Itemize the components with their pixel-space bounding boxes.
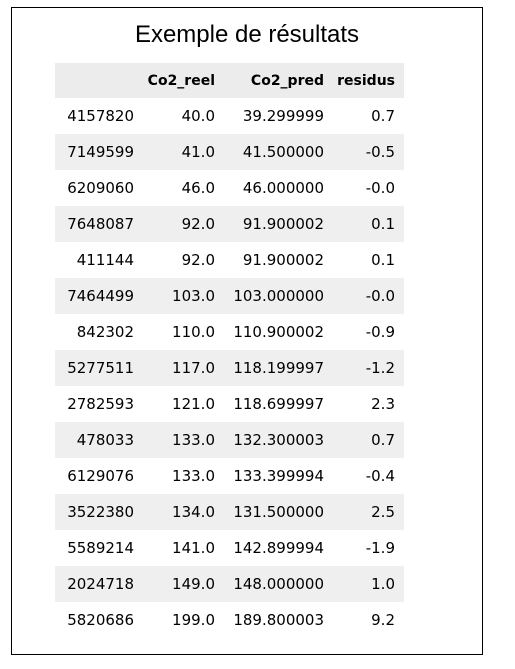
figure-title: Exemple de résultats (134, 21, 360, 48)
residus-cell: 0.7 (371, 431, 395, 449)
co2-pred-cell: 46.000000 (242, 179, 324, 197)
co2-pred-cell: 91.900002 (242, 251, 324, 269)
row-index-cell: 4157820 (67, 107, 134, 125)
residus-cell: 0.7 (371, 107, 395, 125)
row-index-cell: 478033 (76, 431, 134, 449)
row-index-cell: 7464499 (67, 287, 134, 305)
table-row: 7149599 41.0 41.500000 -0.5 (55, 134, 404, 170)
residus-cell: 1.0 (371, 575, 395, 593)
table-row: 6209060 46.0 46.000000 -0.0 (55, 170, 404, 206)
co2-pred-cell: 131.500000 (233, 503, 324, 521)
co2-pred-cell: 118.699997 (233, 395, 324, 413)
table-row: 842302 110.0 110.900002 -0.9 (55, 314, 404, 350)
row-index-cell: 5277511 (67, 359, 134, 377)
co2-pred-cell: 133.399994 (233, 467, 324, 485)
table-row: 6129076 133.0 133.399994 -0.4 (55, 458, 404, 494)
row-index-cell: 7149599 (67, 143, 134, 161)
co2-pred-cell: 39.299999 (242, 107, 324, 125)
row-index-cell: 411144 (76, 251, 134, 269)
co2-pred-cell: 91.900002 (242, 215, 324, 233)
row-index-cell: 7648087 (67, 215, 134, 233)
residus-cell: 2.3 (371, 395, 395, 413)
co2-pred-cell: 132.300003 (233, 431, 324, 449)
co2-reel-cell: 110.0 (172, 323, 215, 341)
row-index-cell: 2782593 (67, 395, 134, 413)
co2-pred-cell: 189.800003 (233, 611, 324, 629)
row-index-cell: 5820686 (67, 611, 134, 629)
co2-reel-cell: 134.0 (172, 503, 215, 521)
table-row: 5589214 141.0 142.899994 -1.9 (55, 530, 404, 566)
residus-cell: -0.5 (365, 143, 395, 161)
table-header-row: Co2_reel Co2_pred residus (55, 63, 404, 98)
residus-cell: 9.2 (371, 611, 395, 629)
residus-cell: 2.5 (371, 503, 395, 521)
co2-pred-cell: 148.000000 (233, 575, 324, 593)
co2-pred-cell: 103.000000 (233, 287, 324, 305)
table-row: 2782593 121.0 118.699997 2.3 (55, 386, 404, 422)
column-header-co2-reel: Co2_reel (143, 63, 224, 98)
results-figure: Exemple de résultats Co2_reel Co2_pred r… (11, 7, 483, 655)
co2-reel-cell: 92.0 (181, 251, 215, 269)
co2-reel-cell: 117.0 (172, 359, 215, 377)
table-row: 5277511 117.0 118.199997 -1.2 (55, 350, 404, 386)
residus-cell: -0.4 (365, 467, 395, 485)
table-row: 411144 92.0 91.900002 0.1 (55, 242, 404, 278)
residus-cell: -0.0 (365, 287, 395, 305)
table-row: 7464499 103.0 103.000000 -0.0 (55, 278, 404, 314)
co2-reel-cell: 121.0 (172, 395, 215, 413)
residus-cell: -1.2 (365, 359, 395, 377)
table-row: 4157820 40.0 39.299999 0.7 (55, 98, 404, 134)
co2-reel-cell: 92.0 (181, 215, 215, 233)
column-header-residus: residus (333, 63, 404, 98)
column-header-index (55, 63, 143, 98)
row-index-cell: 6209060 (67, 179, 134, 197)
co2-pred-cell: 110.900002 (233, 323, 324, 341)
co2-pred-cell: 142.899994 (233, 539, 324, 557)
table-row: 478033 133.0 132.300003 0.7 (55, 422, 404, 458)
table-row: 7648087 92.0 91.900002 0.1 (55, 206, 404, 242)
residus-cell: -1.9 (365, 539, 395, 557)
row-index-cell: 842302 (76, 323, 134, 341)
row-index-cell: 3522380 (67, 503, 134, 521)
co2-reel-cell: 149.0 (172, 575, 215, 593)
co2-reel-cell: 40.0 (181, 107, 215, 125)
residus-cell: 0.1 (371, 251, 395, 269)
co2-pred-cell: 118.199997 (233, 359, 324, 377)
residus-cell: 0.1 (371, 215, 395, 233)
residus-cell: -0.0 (365, 179, 395, 197)
residus-cell: -0.9 (365, 323, 395, 341)
co2-reel-cell: 103.0 (172, 287, 215, 305)
co2-reel-cell: 133.0 (172, 431, 215, 449)
column-header-co2-pred: Co2_pred (224, 63, 333, 98)
results-table: Co2_reel Co2_pred residus 4157820 40.0 39.… (55, 63, 404, 638)
co2-reel-cell: 141.0 (172, 539, 215, 557)
table-row: 3522380 134.0 131.500000 2.5 (55, 494, 404, 530)
row-index-cell: 6129076 (67, 467, 134, 485)
row-index-cell: 2024718 (67, 575, 134, 593)
co2-reel-cell: 46.0 (181, 179, 215, 197)
co2-pred-cell: 41.500000 (242, 143, 324, 161)
table-row: 2024718 149.0 148.000000 1.0 (55, 566, 404, 602)
row-index-cell: 5589214 (67, 539, 134, 557)
table-row: 5820686 199.0 189.800003 9.2 (55, 602, 404, 638)
co2-reel-cell: 199.0 (172, 611, 215, 629)
co2-reel-cell: 133.0 (172, 467, 215, 485)
co2-reel-cell: 41.0 (181, 143, 215, 161)
